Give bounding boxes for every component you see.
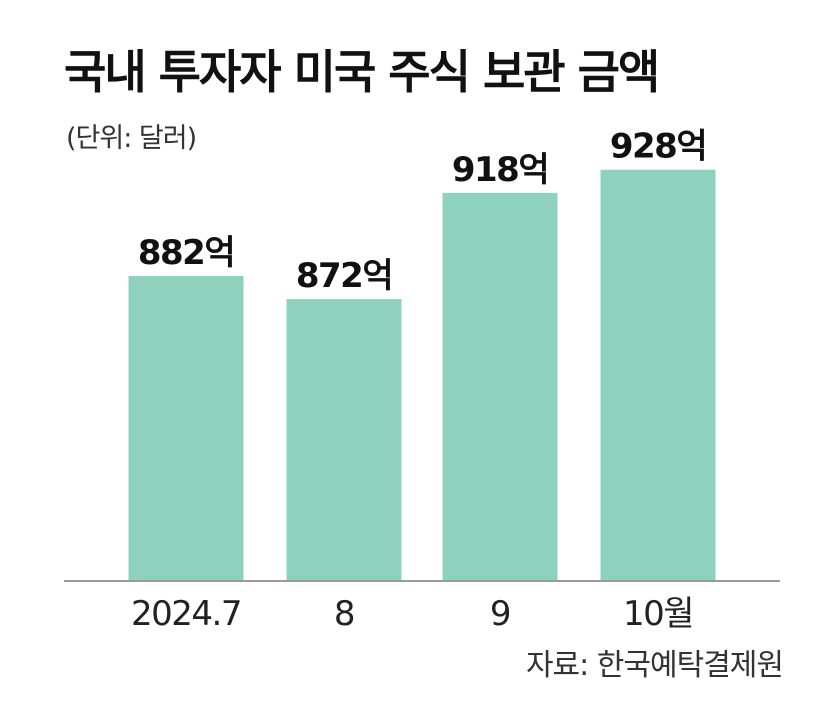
source-note: 자료: 한국예탁결제원 (525, 648, 784, 683)
bars-group (128, 169, 716, 581)
x-tick-label-3: 10월 (623, 594, 693, 634)
x-tick-label-2: 9 (490, 594, 510, 634)
data-labels-group: 882억 872억 918억 928억 (138, 127, 708, 296)
x-tick-labels-group: 2024.7 8 9 10월 (131, 594, 695, 634)
bar-3 (600, 169, 716, 581)
data-label-2: 918억 (452, 150, 548, 190)
data-label-0: 882억 (138, 233, 234, 273)
data-label-1: 872억 (296, 256, 392, 296)
bar-1 (286, 299, 402, 581)
data-label-3: 928억 (610, 127, 706, 167)
chart-title: 국내 투자자 미국 주식 보관 금액 (64, 45, 660, 99)
unit-label: (단위: 달러) (66, 123, 197, 154)
x-tick-label-1: 8 (334, 594, 354, 634)
bar-0 (128, 276, 244, 581)
bar-2 (442, 192, 558, 581)
x-tick-label-0: 2024.7 (131, 594, 241, 634)
